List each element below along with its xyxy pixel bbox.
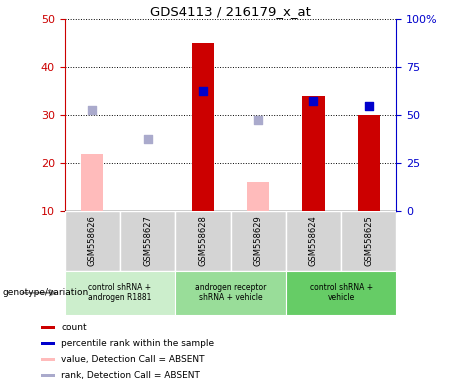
Text: GSM558625: GSM558625 <box>364 215 373 266</box>
Bar <box>358 115 380 211</box>
Text: androgen receptor
shRNA + vehicle: androgen receptor shRNA + vehicle <box>195 283 266 303</box>
Point <box>254 117 262 123</box>
Bar <box>41 374 55 377</box>
Text: GSM558624: GSM558624 <box>309 215 318 266</box>
Bar <box>175 211 230 271</box>
Bar <box>65 271 175 315</box>
Text: rank, Detection Call = ABSENT: rank, Detection Call = ABSENT <box>61 371 200 380</box>
Point <box>144 136 151 142</box>
Text: GSM558626: GSM558626 <box>88 215 97 266</box>
Text: count: count <box>61 323 87 332</box>
Text: GSM558628: GSM558628 <box>198 215 207 266</box>
Point <box>89 108 96 114</box>
Bar <box>65 211 120 271</box>
Bar <box>302 96 325 211</box>
Bar <box>41 326 55 329</box>
Point <box>199 88 207 94</box>
Bar <box>81 154 103 211</box>
Bar <box>247 182 269 211</box>
Point <box>365 103 372 109</box>
Title: GDS4113 / 216179_x_at: GDS4113 / 216179_x_at <box>150 5 311 18</box>
Bar <box>41 342 55 345</box>
Bar <box>120 211 175 271</box>
Bar <box>230 211 286 271</box>
Bar <box>175 271 286 315</box>
Bar <box>341 211 396 271</box>
Bar <box>286 211 341 271</box>
Point <box>310 98 317 104</box>
Text: value, Detection Call = ABSENT: value, Detection Call = ABSENT <box>61 355 205 364</box>
Text: GSM558627: GSM558627 <box>143 215 152 266</box>
Text: percentile rank within the sample: percentile rank within the sample <box>61 339 214 348</box>
Bar <box>41 358 55 361</box>
Text: genotype/variation: genotype/variation <box>2 288 89 297</box>
Bar <box>192 43 214 211</box>
Text: GSM558629: GSM558629 <box>254 215 263 266</box>
Text: control shRNA +
vehicle: control shRNA + vehicle <box>310 283 372 303</box>
Bar <box>286 271 396 315</box>
Text: control shRNA +
androgen R1881: control shRNA + androgen R1881 <box>88 283 152 303</box>
